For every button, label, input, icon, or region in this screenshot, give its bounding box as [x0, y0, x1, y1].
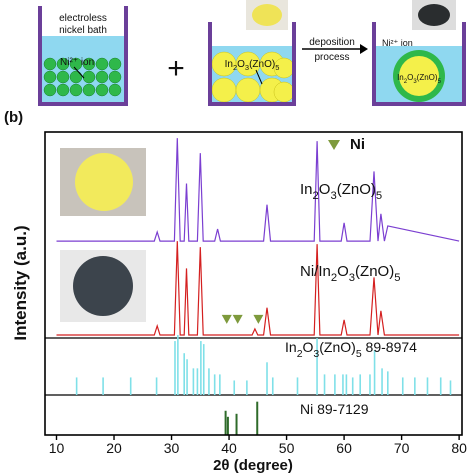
x-tick-label: 10 [49, 440, 65, 456]
legend-label: Ni [350, 136, 365, 153]
bath-label: nickel bath [59, 25, 107, 36]
series-label: In2O3(ZnO)5 89-8974 [285, 339, 417, 360]
pattern-line [56, 138, 460, 242]
pointer [73, 66, 85, 79]
x-tick-label: 80 [451, 440, 467, 456]
x-tick-label: 70 [394, 440, 410, 456]
y-axis-label: Intensity (a.u.) [11, 225, 30, 340]
pointer [255, 69, 263, 85]
process-label: deposition [309, 37, 355, 48]
x-axis-label: 2θ (degree) [213, 457, 293, 474]
x-tick-label: 20 [106, 440, 122, 456]
legend-marker [328, 140, 340, 150]
particle-label: In2O3(ZnO)5 [397, 73, 441, 84]
plot-frame [44, 131, 463, 436]
process-label: process [314, 52, 349, 63]
pellet [73, 256, 133, 316]
pellet [75, 153, 133, 211]
series-label: Ni 89-7129 [300, 401, 369, 417]
x-tick-label: 40 [221, 440, 237, 456]
pattern-line [56, 241, 460, 336]
beaker [372, 22, 466, 106]
beaker [38, 6, 128, 106]
arrow-head [360, 44, 368, 54]
series-label: Ni/In2O3(ZnO)5 [300, 263, 400, 284]
plus-sign: + [167, 52, 185, 85]
powder-particles [211, 51, 295, 103]
ni-marker [221, 314, 232, 324]
ni-marker [232, 314, 243, 324]
schematic: electroless nickel bath Ni²⁺ ion + In2O3… [38, 0, 466, 106]
x-tick-label: 50 [279, 440, 295, 456]
x-tick-label: 60 [336, 440, 352, 456]
panel-label: (b) [4, 109, 23, 126]
beaker [208, 22, 296, 106]
coated-particle [399, 56, 439, 96]
powder-photo [252, 4, 282, 26]
x-tick-label: 30 [164, 440, 180, 456]
ion-label: Ni²⁺ ion [60, 57, 94, 68]
bath-label: electroless [59, 13, 107, 24]
ni-ions [43, 57, 122, 97]
coated-photo [418, 4, 450, 26]
powder-label: In2O3(ZnO)5 [225, 59, 280, 73]
series-label: In2O3(ZnO)5 [300, 181, 382, 202]
inset-photos [60, 148, 146, 322]
ion-label: Ni²⁺ ion [382, 38, 413, 48]
ni-marker [253, 314, 264, 324]
